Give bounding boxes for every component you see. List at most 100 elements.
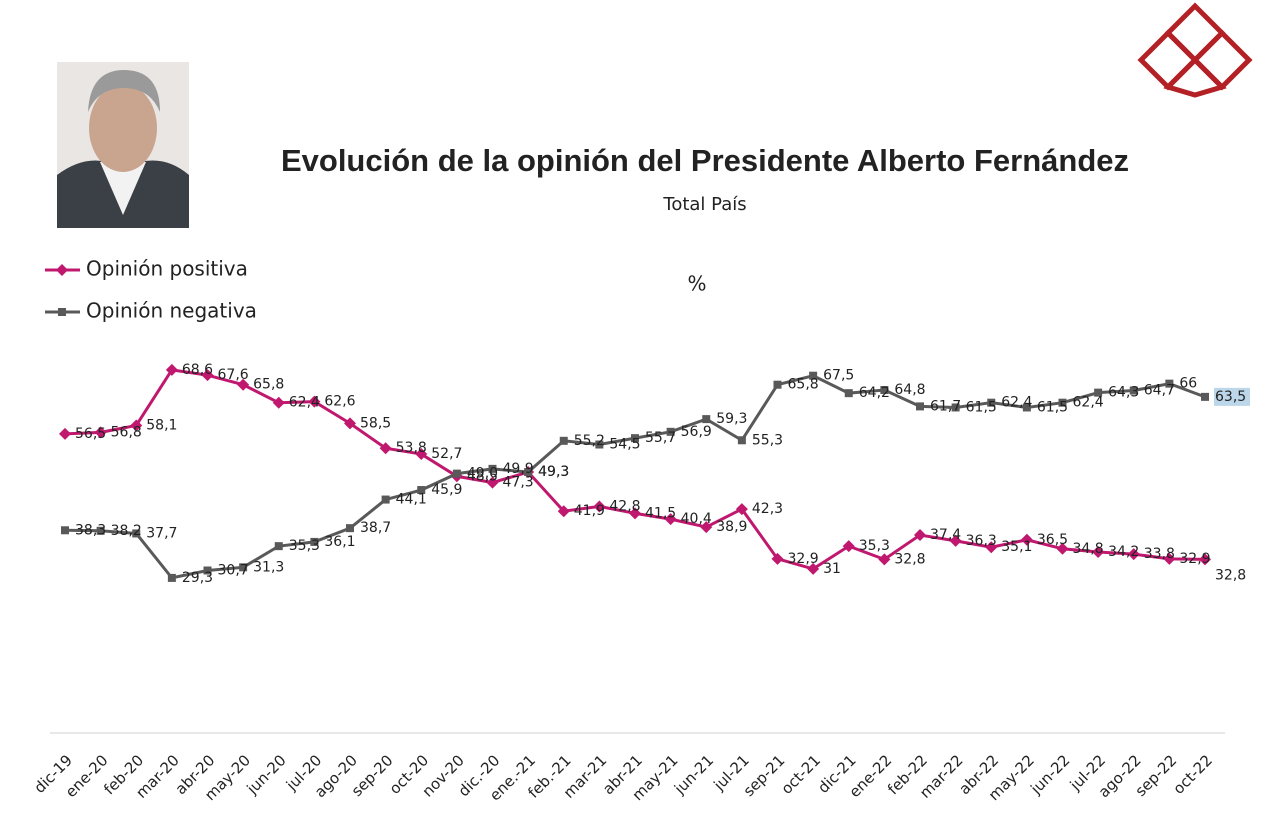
value-label: 55,3: [752, 432, 783, 448]
point: [61, 526, 69, 535]
point: [595, 440, 604, 449]
point: [201, 369, 214, 382]
point: [807, 562, 820, 575]
legend-label: Opinión negativa: [86, 299, 257, 323]
point: [1165, 379, 1174, 388]
chart-subtitle: Total País: [662, 194, 746, 215]
value-label: 54,5: [609, 437, 640, 453]
point: [379, 442, 392, 455]
point: [593, 500, 606, 513]
point: [132, 529, 141, 538]
value-label: 40,4: [681, 511, 712, 527]
value-label: 58,1: [146, 417, 177, 433]
value-label: 31: [823, 561, 841, 577]
point: [702, 415, 711, 424]
point: [949, 534, 962, 547]
point: [1094, 388, 1103, 397]
value-label: 61,7: [930, 398, 961, 414]
value-label: 33,8: [1144, 546, 1175, 562]
x-tick-label: oct-22: [1169, 751, 1216, 798]
point: [96, 526, 105, 535]
value-label: 45,9: [431, 482, 462, 498]
point: [272, 396, 285, 409]
point: [417, 486, 426, 495]
point: [809, 371, 818, 380]
value-label: 67,5: [823, 368, 854, 384]
point: [985, 541, 998, 554]
point: [203, 566, 212, 575]
value-label: 38,7: [360, 520, 391, 536]
point: [880, 385, 889, 394]
point: [1022, 403, 1031, 412]
value-label: 35,3: [859, 538, 890, 554]
value-label: 32,8: [1215, 567, 1246, 583]
value-label: 62,4: [1073, 395, 1104, 411]
value-label: 29,3: [182, 570, 213, 586]
point: [773, 380, 782, 389]
point: [524, 468, 533, 477]
value-label: 62,4: [1001, 395, 1032, 411]
point: [664, 513, 677, 526]
value-label: 64,7: [1144, 383, 1175, 399]
value-label: 49,3: [538, 464, 569, 480]
value-label: 44,1: [396, 492, 427, 508]
point: [842, 540, 855, 553]
value-label: 52,7: [431, 446, 462, 462]
point: [344, 417, 356, 430]
value-label: 32,9: [1179, 551, 1210, 567]
point: [274, 542, 283, 551]
value-label: 63,5: [1215, 389, 1246, 405]
value-label: 56,5: [75, 426, 106, 442]
point: [130, 419, 143, 432]
x-tick-label: jun-20: [243, 751, 290, 798]
value-label: 38,3: [75, 522, 106, 538]
value-label: 38,9: [716, 519, 747, 535]
legend-label: Opinión positiva: [86, 257, 248, 281]
value-label: 58,5: [360, 415, 391, 431]
value-label: 35,3: [289, 538, 320, 554]
point: [452, 469, 461, 478]
value-label: 30,7: [218, 562, 249, 578]
value-label: 37,4: [930, 527, 961, 543]
value-label: 49,0: [467, 466, 498, 482]
point: [559, 436, 568, 445]
logo: [1137, 2, 1253, 98]
point: [735, 503, 748, 516]
value-label: 37,7: [146, 525, 177, 541]
value-label: 66: [1179, 376, 1197, 392]
value-label: 34,2: [1108, 544, 1139, 560]
point: [878, 553, 891, 566]
point: [557, 505, 570, 518]
value-label: 41,9: [574, 503, 605, 519]
point: [310, 537, 319, 546]
value-label: 62,4: [289, 395, 320, 411]
value-label: 32,9: [788, 551, 819, 567]
value-label: 53,8: [396, 440, 427, 456]
photo: [57, 62, 189, 228]
point: [987, 398, 996, 407]
point: [381, 495, 390, 504]
legend-marker: [56, 264, 68, 276]
value-label: 61,5: [966, 399, 997, 415]
point: [165, 363, 178, 376]
value-label: 64,2: [859, 385, 890, 401]
line: [64, 368, 1206, 571]
value-label: 34,8: [1073, 541, 1104, 557]
value-label: 47,3: [503, 475, 534, 491]
x-tick-label: oct-21: [778, 751, 825, 798]
value-label: 64,3: [1108, 385, 1139, 401]
value-label: 36,3: [966, 533, 997, 549]
point: [239, 563, 248, 572]
value-label: 55,2: [574, 433, 605, 449]
point: [916, 402, 924, 411]
point: [94, 426, 107, 439]
value-label: 38,2: [111, 523, 142, 539]
value-label: 42,3: [752, 501, 783, 517]
point: [951, 403, 960, 412]
point: [1127, 548, 1140, 561]
point: [488, 464, 497, 473]
legend-marker: [58, 308, 66, 316]
point: [1129, 386, 1138, 395]
value-label: 67,6: [218, 367, 249, 383]
value-label: 56,8: [111, 424, 142, 440]
